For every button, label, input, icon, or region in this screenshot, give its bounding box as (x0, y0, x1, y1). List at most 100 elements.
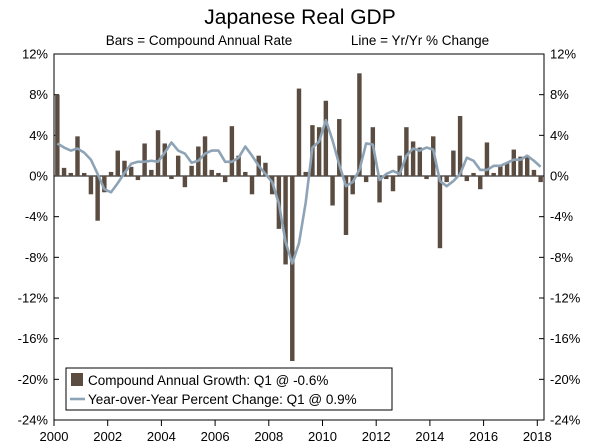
legend-box (65, 367, 393, 411)
bar (343, 176, 349, 235)
bar (504, 162, 510, 176)
bar (303, 171, 308, 176)
bar-series (55, 73, 543, 362)
y-tick-label-right: -4% (550, 209, 574, 224)
bar (283, 176, 288, 265)
bar (410, 141, 416, 176)
bar (128, 166, 134, 176)
bar (290, 176, 295, 362)
bar (182, 176, 188, 188)
bar (209, 169, 214, 176)
y-tick-label-left: -4% (25, 209, 49, 224)
bar (424, 176, 429, 180)
bar (384, 176, 389, 180)
bar (330, 176, 335, 206)
bar (169, 176, 174, 180)
bar (75, 136, 80, 176)
bar (229, 126, 235, 176)
y-tick-label-right: 12% (550, 47, 576, 62)
bar (296, 88, 302, 176)
bar (451, 150, 456, 176)
x-tick-label: 2008 (254, 429, 283, 444)
y-tick-label-left: 0% (29, 169, 48, 184)
y-tick-label-right: -12% (550, 291, 581, 306)
bar (518, 156, 523, 176)
bar (511, 149, 517, 176)
bar (122, 160, 127, 176)
bar (484, 142, 490, 176)
x-tick-label: 2010 (308, 429, 337, 444)
x-tick-label: 2000 (40, 429, 69, 444)
chart-subtitle-line: Line = Yr/Yr % Change (351, 33, 489, 48)
y-tick-label-right: 8% (550, 87, 569, 102)
y-tick-label-left: -20% (18, 372, 49, 387)
bar (61, 167, 67, 176)
bar (390, 176, 396, 192)
plot-frame (53, 53, 545, 421)
x-tick-label: 2002 (93, 429, 122, 444)
y-tick-label-left: -16% (18, 331, 49, 346)
bar (404, 127, 409, 176)
y-tick-label-left: -24% (18, 413, 49, 428)
bar (498, 165, 503, 176)
y-tick-label-left: -12% (18, 291, 49, 306)
x-tick-label: 2018 (523, 429, 552, 444)
x-tick-label: 2012 (362, 429, 391, 444)
bar (95, 176, 100, 221)
bar (88, 176, 94, 195)
bar (55, 94, 60, 176)
bar (162, 143, 167, 176)
bar (525, 155, 530, 176)
bar (350, 176, 355, 195)
y-tick-label-right: 0% (550, 169, 569, 184)
y-tick-label-right: -20% (550, 372, 581, 387)
bar (115, 150, 120, 176)
x-tick-label: 2006 (201, 429, 230, 444)
bar (155, 130, 161, 176)
bar (437, 176, 443, 249)
x-tick-label: 2016 (469, 429, 498, 444)
bar (81, 172, 87, 176)
legend: Compound Annual Growth: Q1 @ -0.6% Year-… (65, 367, 393, 411)
y-axis-right: 12% 8% 4% 0% -4% -8% -12% -16% -20% -24% (539, 47, 581, 428)
bar (236, 155, 241, 176)
bar (337, 119, 342, 176)
legend-bar-swatch (71, 373, 83, 386)
bar (397, 155, 402, 176)
legend-line-label: Year-over-Year Percent Change: Q1 @ 0.9% (88, 392, 357, 407)
bar (357, 73, 362, 176)
bar (531, 169, 537, 176)
bar (135, 176, 141, 181)
bar (363, 176, 369, 183)
y-tick-label-left: 4% (29, 128, 48, 143)
bar (222, 176, 228, 183)
y-tick-label-left: 8% (29, 87, 48, 102)
bar (464, 176, 470, 182)
bar (108, 171, 114, 176)
y-tick-label-right: 4% (550, 128, 569, 143)
bar (431, 136, 436, 176)
x-tick-label: 2014 (415, 429, 444, 444)
y-axis-left: 12% 8% 4% 0% -4% -8% -12% -16% -20% -24% (18, 47, 59, 428)
bar (538, 176, 543, 183)
bar (243, 171, 248, 176)
bar (216, 172, 221, 176)
bar (377, 176, 382, 203)
y-tick-label-right: -24% (550, 413, 581, 428)
y-tick-label-right: -8% (550, 250, 574, 265)
bar (175, 155, 181, 176)
y-tick-label-left: -8% (25, 250, 49, 265)
bar (142, 143, 147, 176)
bar (249, 176, 255, 195)
chart-title: Japanese Real GDP (204, 6, 395, 29)
legend-bar-label: Compound Annual Growth: Q1 @ -0.6% (88, 373, 328, 388)
x-tick-label: 2004 (147, 429, 176, 444)
bar (370, 127, 376, 176)
bar (316, 127, 322, 176)
x-axis: 2000 2002 2004 2006 2008 2010 2012 2014 2016 2018 (40, 420, 552, 444)
bar (444, 176, 449, 183)
bar (478, 176, 483, 190)
bar (102, 176, 107, 193)
